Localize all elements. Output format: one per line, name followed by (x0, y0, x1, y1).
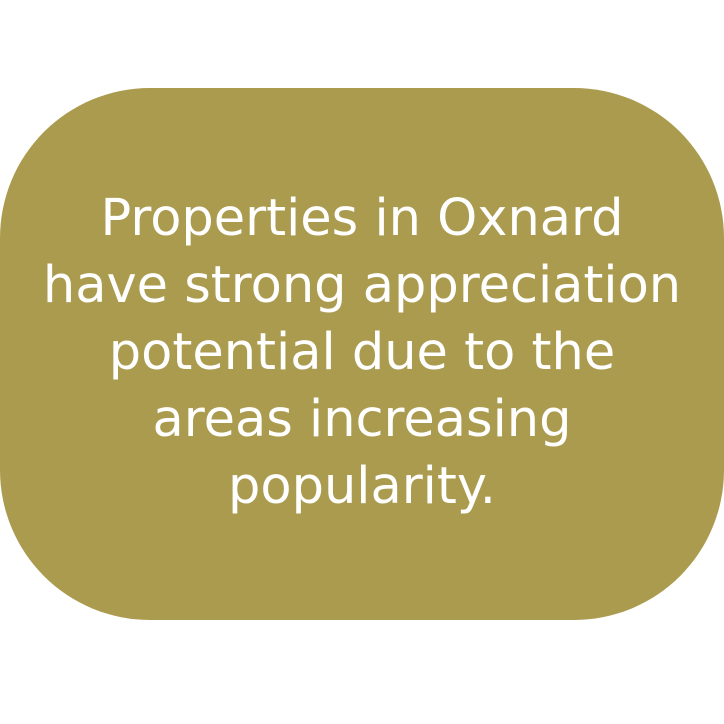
message-card: Properties in Oxnard have strong appreci… (0, 88, 724, 620)
message-text: Properties in Oxnard have strong appreci… (42, 188, 682, 516)
